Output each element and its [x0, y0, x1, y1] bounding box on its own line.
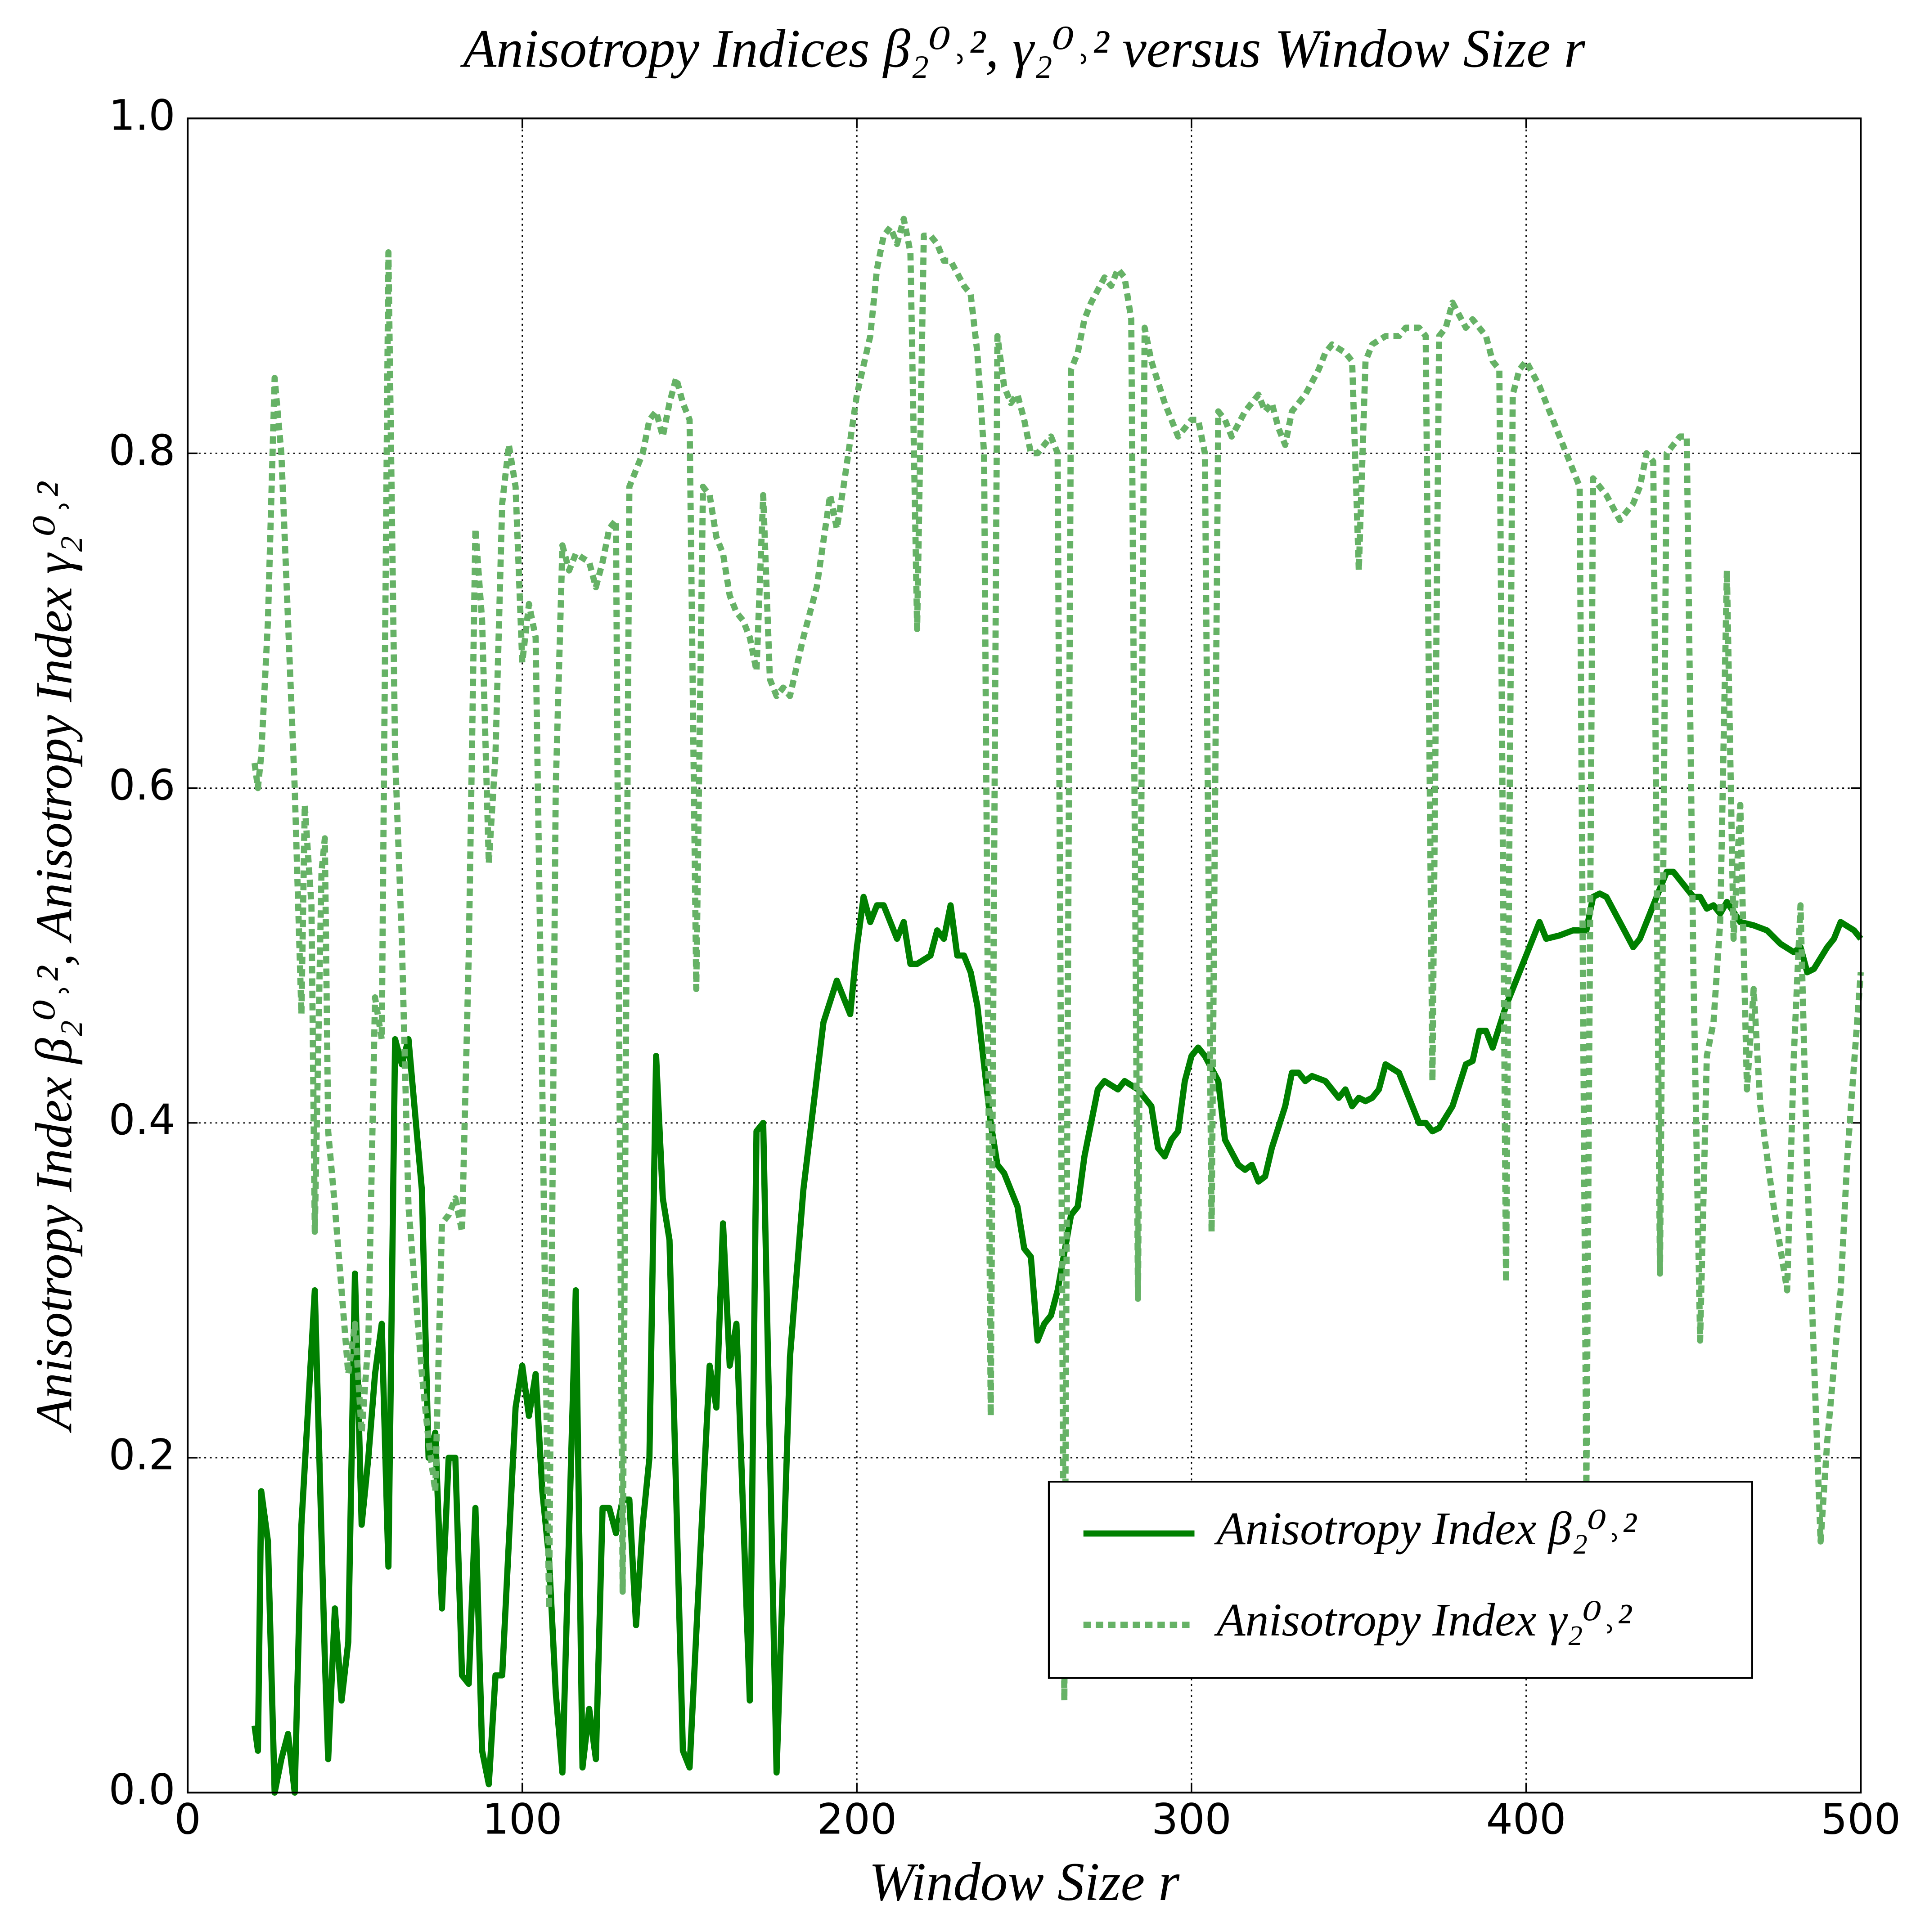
x-tick-label: 0: [174, 1794, 201, 1843]
x-tick-label: 300: [1151, 1794, 1232, 1843]
legend-frame: [1048, 1481, 1753, 1679]
y-tick-label: 0.0: [108, 1765, 175, 1814]
y-tick-label: 1.0: [108, 91, 175, 140]
legend: Anisotropy Index β₂⁰˒² Anisotropy Index γ…: [1048, 1481, 1753, 1679]
series-line: [251, 868, 1863, 1796]
x-axis-label: Window Size r: [869, 1852, 1180, 1912]
x-tick-label: 400: [1486, 1794, 1566, 1843]
y-tick-label: 0.6: [108, 760, 175, 809]
x-tick-label: 500: [1821, 1794, 1901, 1843]
y-tick-label: 0.2: [108, 1430, 175, 1479]
legend-label: Anisotropy Index β₂⁰˒²: [1214, 1502, 1637, 1555]
plot-frame: [186, 117, 1862, 1794]
y-axis-label: Anisotropy Index β₂⁰˒², Anisotropy Index…: [25, 481, 82, 1433]
series-line: [251, 216, 1864, 1704]
chart-title: Anisotropy Indices β₂⁰˒², γ₂⁰˒² versus W…: [460, 18, 1586, 79]
y-tick-label: 0.4: [108, 1095, 175, 1144]
x-tick-label: 100: [482, 1794, 562, 1843]
y-tick-label: 0.8: [108, 426, 175, 475]
legend-label: Anisotropy Index γ₂⁰˒²: [1214, 1594, 1633, 1646]
x-tick-label: 200: [817, 1794, 897, 1843]
